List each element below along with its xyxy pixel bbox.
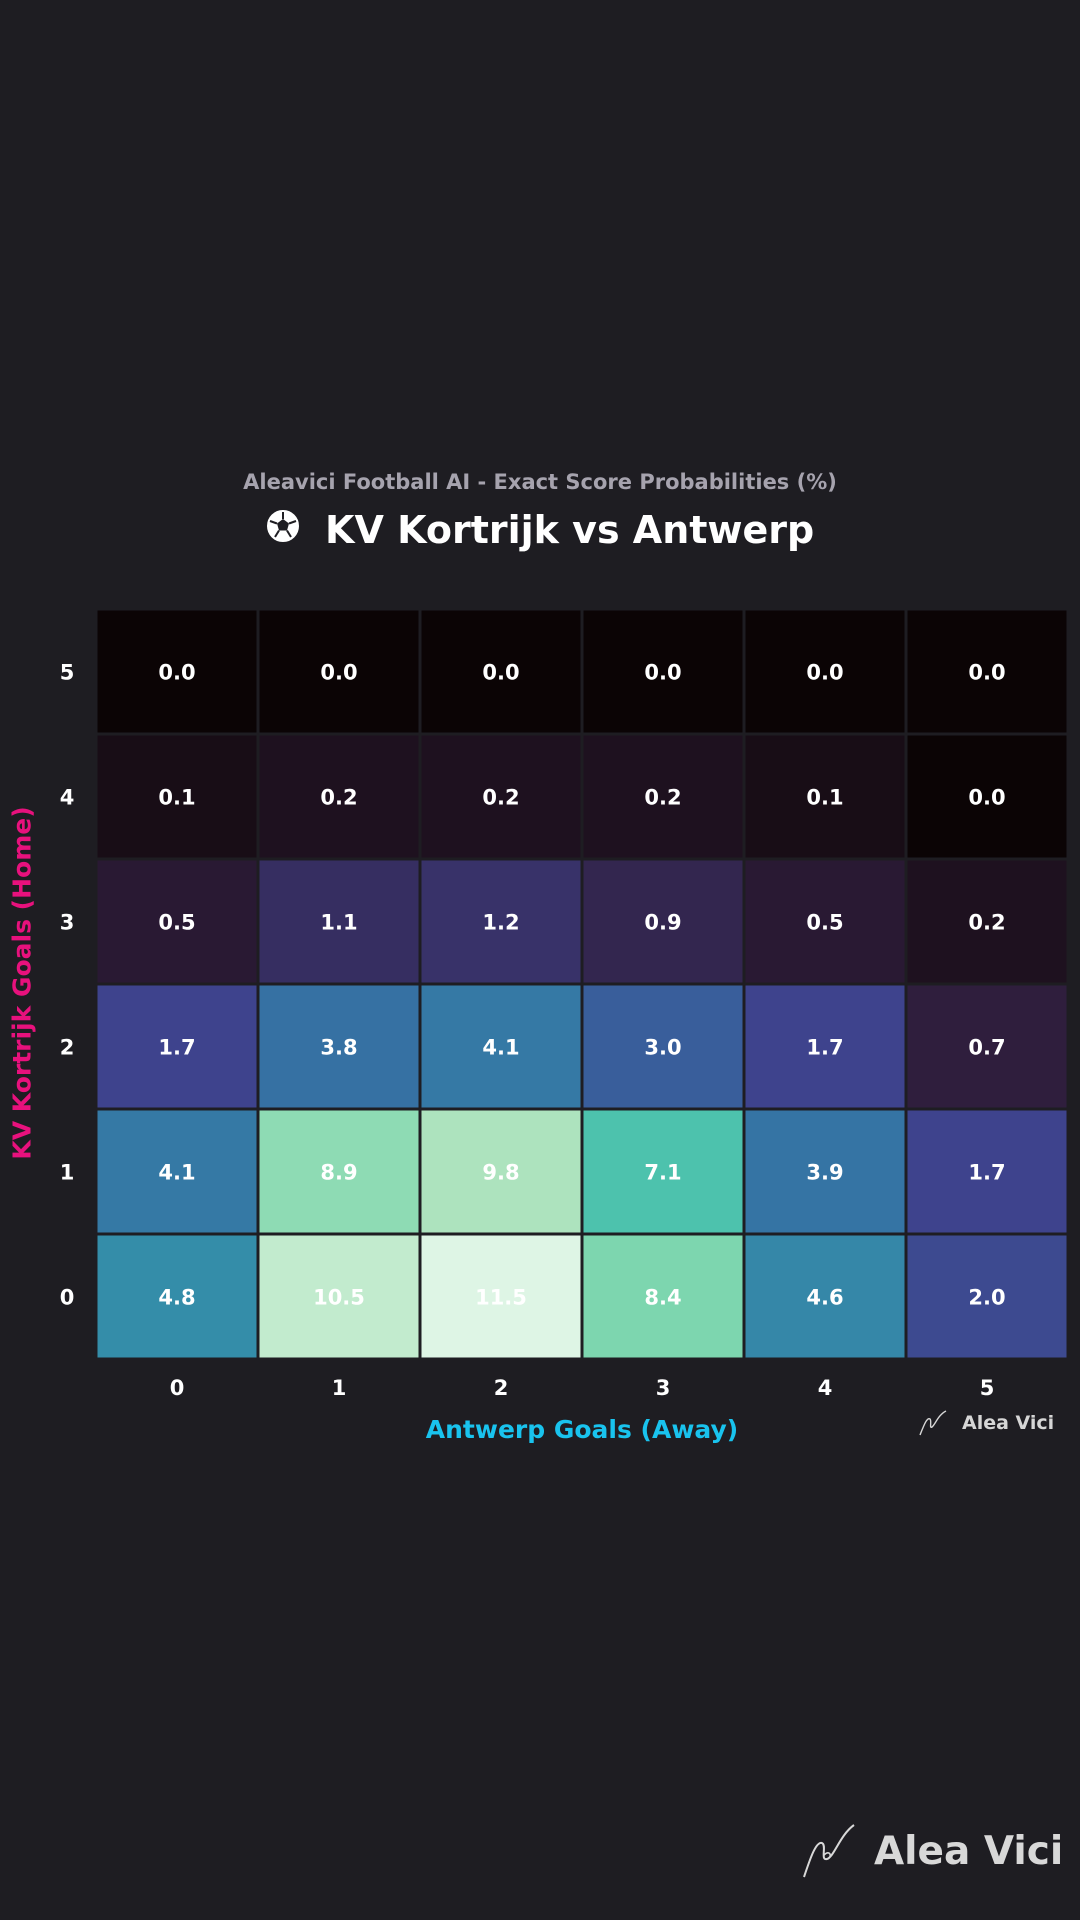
cell-value-label: 0.0 (968, 661, 1005, 685)
cell-value-label: 3.0 (644, 1036, 681, 1060)
heatmap-cell (94, 982, 260, 1111)
chart-title: KV Kortrijk vs Antwerp (0, 508, 1080, 552)
x-tick-label: 3 (656, 1376, 671, 1400)
watermark-small: Alea Vici (918, 1406, 1054, 1440)
cell-value-label: 7.1 (644, 1161, 681, 1185)
heatmap-cell (418, 607, 584, 736)
cell-value-label: 1.7 (806, 1036, 843, 1060)
cell-value-label: 2.0 (968, 1286, 1005, 1310)
soccer-ball-icon (266, 508, 300, 552)
cell-value-label: 0.0 (482, 661, 519, 685)
heatmap-cell (418, 982, 584, 1111)
y-axis-label: KV Kortrijk Goals (Home) (7, 806, 37, 1160)
heatmap-cell (94, 1232, 260, 1361)
heatmap-cell (580, 1107, 746, 1236)
heatmap-cell (904, 732, 1070, 861)
x-tick-label: 2 (494, 1376, 509, 1400)
heatmap-cell (742, 732, 908, 861)
watermark-small-text: Alea Vici (962, 1412, 1055, 1434)
watermark-large: Alea Vici (800, 1818, 1063, 1884)
heatmap-cell (418, 1232, 584, 1361)
cell-value-label: 0.0 (158, 661, 195, 685)
cell-value-label: 8.4 (644, 1286, 681, 1310)
cell-value-label: 3.9 (806, 1161, 843, 1185)
cell-value-label: 0.2 (644, 786, 681, 810)
signature-icon (803, 1824, 855, 1878)
heatmap-cell (742, 857, 908, 986)
signature-icon (919, 1410, 947, 1436)
y-tick-label: 2 (60, 1036, 75, 1060)
x-tick-label: 1 (332, 1376, 347, 1400)
cell-value-label: 0.1 (806, 786, 843, 810)
heatmap-cell (580, 607, 746, 736)
cell-value-label: 11.5 (475, 1286, 527, 1310)
cell-value-label: 0.0 (968, 786, 1005, 810)
cell-value-label: 0.9 (644, 911, 681, 935)
heatmap-cell (418, 732, 584, 861)
y-tick-label: 0 (60, 1286, 75, 1310)
cell-value-label: 1.7 (968, 1161, 1005, 1185)
heatmap-cell (580, 1232, 746, 1361)
cell-value-label: 0.5 (158, 911, 195, 935)
cell-value-label: 0.5 (806, 911, 843, 935)
y-tick-label: 3 (60, 911, 75, 935)
cell-value-label: 0.0 (644, 661, 681, 685)
heatmap-cell (904, 607, 1070, 736)
cell-value-label: 0.2 (320, 786, 357, 810)
y-tick-label: 1 (60, 1161, 75, 1185)
heatmap-cell (904, 1107, 1070, 1236)
y-tick-label: 4 (60, 786, 75, 810)
cell-value-label: 0.0 (806, 661, 843, 685)
cell-value-label: 10.5 (313, 1286, 365, 1310)
heatmap-cell (256, 1107, 422, 1236)
x-tick-label: 0 (170, 1376, 185, 1400)
cell-value-label: 0.0 (320, 661, 357, 685)
cell-value-label: 3.8 (320, 1036, 357, 1060)
heatmap-cell (256, 1232, 422, 1361)
cell-value-label: 0.1 (158, 786, 195, 810)
cell-value-label: 9.8 (482, 1161, 519, 1185)
cell-value-label: 1.1 (320, 911, 357, 935)
heatmap-cell (256, 857, 422, 986)
cell-value-label: 4.8 (158, 1286, 195, 1310)
cell-value-label: 8.9 (320, 1161, 357, 1185)
x-tick-label: 5 (980, 1376, 995, 1400)
watermark-large-text: Alea Vici (874, 1828, 1064, 1874)
cell-value-label: 1.2 (482, 911, 519, 935)
x-tick-label: 4 (818, 1376, 833, 1400)
heatmap-cell (256, 607, 422, 736)
chart-title-text: KV Kortrijk vs Antwerp (325, 508, 815, 552)
cell-value-label: 4.1 (482, 1036, 519, 1060)
heatmap-cell (742, 1232, 908, 1361)
chart-subtitle: Aleavici Football AI - Exact Score Proba… (243, 470, 837, 494)
y-tick-label: 5 (60, 661, 75, 685)
cell-value-label: 1.7 (158, 1036, 195, 1060)
cell-value-label: 4.6 (806, 1286, 843, 1310)
x-axis-label: Antwerp Goals (Away) (425, 1415, 739, 1444)
heatmap-cell (904, 1232, 1070, 1361)
heatmap-cell (418, 857, 584, 986)
heatmap-cell (94, 607, 260, 736)
cell-value-label: 0.7 (968, 1036, 1005, 1060)
cell-value-label: 0.2 (968, 911, 1005, 935)
cell-value-label: 0.2 (482, 786, 519, 810)
heatmap-cell (94, 857, 260, 986)
cell-value-label: 4.1 (158, 1161, 195, 1185)
